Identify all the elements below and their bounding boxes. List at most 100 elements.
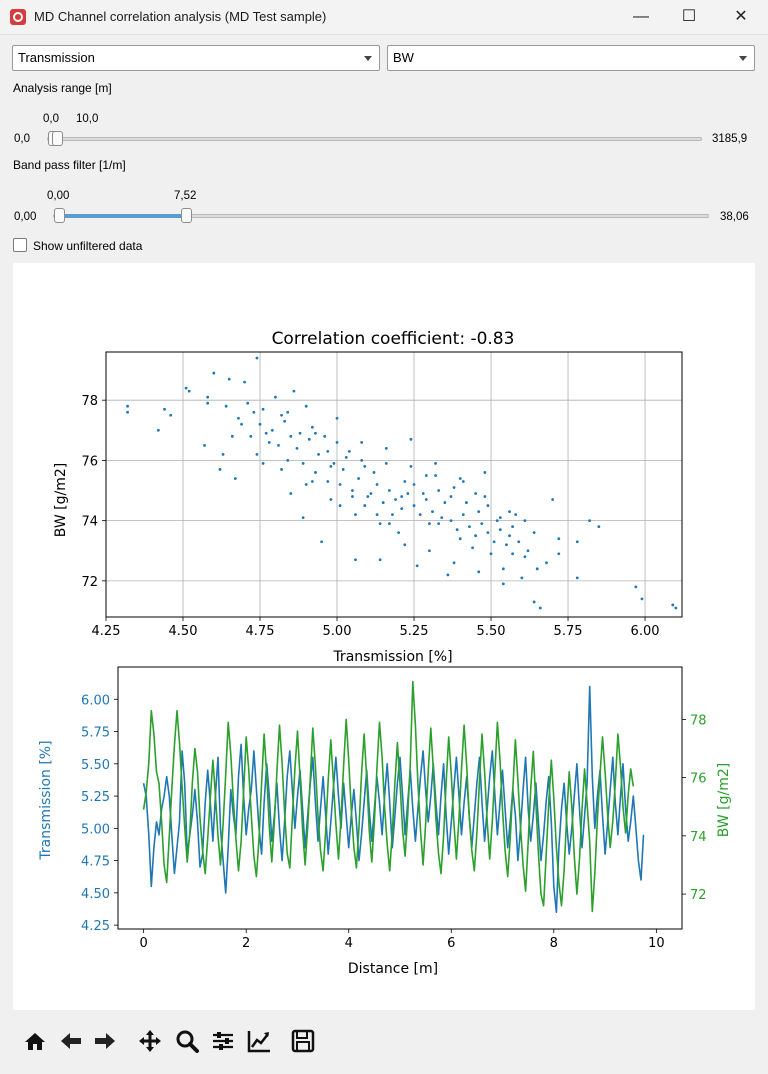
scatter-point <box>270 428 274 432</box>
scatter-point <box>341 468 345 471</box>
scatter-point <box>428 522 431 526</box>
scatter-point <box>501 582 505 586</box>
scatter-point <box>301 462 305 465</box>
pan-icon[interactable] <box>136 1028 164 1054</box>
scatter-axes-frame <box>105 351 683 618</box>
scatter-point <box>517 540 521 544</box>
chevron-down-icon <box>739 56 747 61</box>
scatter-point <box>378 558 382 562</box>
save-icon[interactable] <box>289 1028 317 1054</box>
plots-svg: Correlation coefficient: -0.83 Transmiss… <box>38 329 732 977</box>
analysis-range-min: 0,0 <box>14 133 30 145</box>
scatter-point <box>347 449 351 453</box>
analysis-range-slider[interactable] <box>47 137 702 141</box>
scatter-point <box>329 465 333 468</box>
scatter-point <box>384 446 388 450</box>
scatter-point <box>301 516 305 520</box>
zoom-icon[interactable] <box>173 1028 201 1054</box>
scatter-point <box>452 486 456 489</box>
scatter-xtick-label: 5.25 <box>400 624 429 639</box>
show-unfiltered-checkbox[interactable] <box>13 238 27 252</box>
back-arrow-icon[interactable] <box>57 1028 85 1054</box>
close-button[interactable]: ✕ <box>734 8 748 25</box>
subplots-icon[interactable] <box>209 1028 237 1054</box>
analysis-range-high-value: 10,0 <box>76 113 99 125</box>
transmission-series-line <box>142 685 645 914</box>
scatter-point <box>227 377 231 381</box>
scatter-point <box>387 489 391 492</box>
scatter-point <box>483 495 487 498</box>
scatter-point <box>468 525 471 529</box>
home-icon[interactable] <box>21 1028 49 1054</box>
scatter-point <box>486 504 490 507</box>
forward-arrow-icon[interactable] <box>91 1028 119 1054</box>
band-pass-high-handle[interactable] <box>181 208 193 223</box>
analysis-range-high-handle[interactable] <box>52 131 63 146</box>
scatter-point <box>283 419 287 423</box>
scatter-point <box>335 416 339 420</box>
line-xtick-label: 10 <box>648 936 665 951</box>
scatter-point <box>184 386 188 390</box>
left-channel-select[interactable]: Transmission <box>12 45 380 71</box>
scatter-point <box>289 492 293 495</box>
scatter-point <box>375 483 379 486</box>
scatter-ylabel: BW [g/m2] <box>53 463 69 537</box>
scatter-point <box>255 356 259 360</box>
scatter-point <box>375 513 379 517</box>
scatter-point <box>277 443 280 447</box>
scatter-point <box>338 504 342 507</box>
scatter-point <box>212 371 216 375</box>
band-pass-slider[interactable] <box>53 214 709 218</box>
scatter-point <box>344 455 348 459</box>
scatter-point <box>381 501 385 504</box>
scatter-point <box>557 537 561 541</box>
plot-canvas[interactable]: Correlation coefficient: -0.83 Transmiss… <box>13 263 755 1010</box>
scatter-point <box>206 401 210 405</box>
line-left-ytick-label: 4.25 <box>81 919 110 934</box>
band-pass-high-value: 7,52 <box>174 190 197 202</box>
scatter-point <box>674 606 678 610</box>
line-left-ytick-label: 5.50 <box>81 758 110 773</box>
scatter-point <box>255 452 259 456</box>
scatter-point <box>446 573 450 577</box>
scatter-xtick-label: 5.00 <box>323 624 352 639</box>
scatter-point <box>363 465 367 468</box>
line-left-ytick-label: 6.00 <box>81 693 110 708</box>
scatter-point <box>351 489 354 492</box>
scatter-point <box>304 404 308 408</box>
scatter-point <box>461 513 465 517</box>
scatter-point <box>317 452 320 456</box>
line-xtick-label: 2 <box>242 936 250 951</box>
maximize-button[interactable]: ☐ <box>681 8 697 25</box>
scatter-title: Correlation coefficient: -0.83 <box>272 329 515 349</box>
scatter-point <box>332 462 336 465</box>
scatter-point <box>280 468 283 471</box>
scatter-point <box>511 525 514 529</box>
scatter-point <box>495 519 499 523</box>
line-left-ytick-label: 4.50 <box>81 887 110 902</box>
scatter-point <box>434 474 437 477</box>
scatter-point <box>221 452 225 456</box>
scatter-point <box>363 504 367 507</box>
scatter-point <box>464 501 468 504</box>
scatter-point <box>304 483 308 486</box>
scatter-point <box>218 468 222 471</box>
scatter-point <box>409 437 413 441</box>
scatter-point <box>169 413 173 417</box>
line-left-ytick-label: 5.25 <box>81 790 110 805</box>
scatter-point <box>126 410 129 414</box>
scatter-point <box>267 440 271 444</box>
scatter-point <box>538 606 542 610</box>
band-pass-min: 0,00 <box>14 211 37 223</box>
minimize-button[interactable]: — <box>633 8 649 25</box>
scatter-point <box>455 528 459 532</box>
scatter-point <box>394 498 397 501</box>
scatter-point <box>508 510 511 514</box>
scatter-point <box>230 434 234 438</box>
edit-axes-icon[interactable] <box>245 1028 273 1054</box>
scatter-point <box>418 513 422 517</box>
right-channel-select[interactable]: BW <box>387 45 755 71</box>
left-channel-value: Transmission <box>18 50 95 65</box>
band-pass-low-handle[interactable] <box>54 208 65 223</box>
line-left-ylabel: Transmission [%] <box>38 740 54 860</box>
